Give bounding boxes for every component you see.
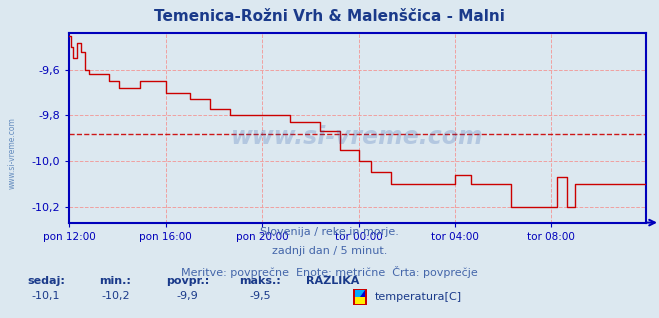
Text: RAZLIKA: RAZLIKA [306,276,359,286]
Text: -10,1: -10,1 [32,291,61,301]
Text: povpr.:: povpr.: [166,276,210,286]
Text: sedaj:: sedaj: [27,276,65,286]
Text: www.si-vreme.com: www.si-vreme.com [231,126,484,149]
Text: Slovenija / reke in morje.: Slovenija / reke in morje. [260,227,399,237]
Text: Meritve: povprečne  Enote: metrične  Črta: povprečje: Meritve: povprečne Enote: metrične Črta:… [181,266,478,278]
Text: www.si-vreme.com: www.si-vreme.com [7,117,16,189]
Text: zadnji dan / 5 minut.: zadnji dan / 5 minut. [272,246,387,256]
Text: Temenica-Rožni Vrh & Malenščica - Malni: Temenica-Rožni Vrh & Malenščica - Malni [154,9,505,24]
Text: min.:: min.: [100,276,131,286]
Text: maks.:: maks.: [239,276,281,286]
Text: -10,2: -10,2 [101,291,130,301]
Text: temperatura[C]: temperatura[C] [375,292,462,302]
Text: -9,5: -9,5 [250,291,271,301]
Text: -9,9: -9,9 [177,291,199,301]
